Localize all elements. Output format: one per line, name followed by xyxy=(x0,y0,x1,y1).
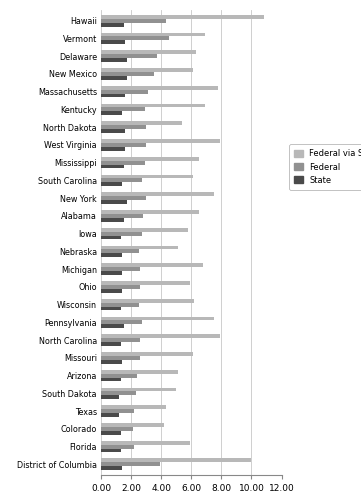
Bar xyxy=(101,267,140,271)
Bar xyxy=(101,405,166,409)
Bar xyxy=(101,352,193,356)
Bar xyxy=(101,147,125,150)
Bar xyxy=(101,164,123,168)
Bar xyxy=(101,374,137,378)
Bar xyxy=(101,254,122,257)
Bar xyxy=(101,108,145,112)
Bar xyxy=(101,334,220,338)
Bar xyxy=(101,306,121,310)
Bar xyxy=(101,413,119,417)
Bar xyxy=(101,431,121,434)
Bar xyxy=(101,125,146,129)
Bar xyxy=(101,36,169,40)
Bar xyxy=(101,360,122,364)
Bar xyxy=(101,356,140,360)
Bar xyxy=(101,18,166,22)
Bar xyxy=(101,458,252,462)
Bar xyxy=(101,281,190,285)
Bar xyxy=(101,342,121,346)
Bar xyxy=(101,174,193,178)
Bar xyxy=(101,196,146,200)
Bar xyxy=(101,122,182,125)
Bar xyxy=(101,178,142,182)
Bar xyxy=(101,250,139,254)
Bar xyxy=(101,320,142,324)
Bar xyxy=(101,139,220,143)
Bar xyxy=(101,299,194,302)
Bar xyxy=(101,316,214,320)
Bar xyxy=(101,160,145,164)
Bar xyxy=(101,324,123,328)
Bar xyxy=(101,210,199,214)
Bar xyxy=(101,289,122,292)
Bar xyxy=(101,466,122,470)
Bar xyxy=(101,392,136,396)
Bar xyxy=(101,285,140,289)
Bar xyxy=(101,232,142,235)
Bar xyxy=(101,218,123,222)
Bar xyxy=(101,462,160,466)
Bar xyxy=(101,129,125,133)
Bar xyxy=(101,94,125,98)
Bar xyxy=(101,54,157,58)
Legend: Federal via State, Federal, State: Federal via State, Federal, State xyxy=(290,144,361,190)
Bar xyxy=(101,302,139,306)
Bar xyxy=(101,15,264,18)
Bar xyxy=(101,423,164,427)
Bar xyxy=(101,157,199,160)
Bar xyxy=(101,388,176,392)
Bar xyxy=(101,370,178,374)
Bar xyxy=(101,200,127,204)
Bar xyxy=(101,409,134,413)
Bar xyxy=(101,22,123,26)
Bar xyxy=(101,40,125,44)
Bar xyxy=(101,228,188,232)
Bar xyxy=(101,32,205,36)
Bar xyxy=(101,90,148,94)
Bar xyxy=(101,50,196,54)
Bar xyxy=(101,68,193,72)
Bar xyxy=(101,214,143,218)
Bar xyxy=(101,396,119,399)
Bar xyxy=(101,264,203,267)
Bar xyxy=(101,444,134,448)
Bar xyxy=(101,236,121,240)
Bar xyxy=(101,143,146,147)
Bar xyxy=(101,104,205,108)
Bar xyxy=(101,72,154,76)
Bar xyxy=(101,338,140,342)
Bar xyxy=(101,182,122,186)
Bar xyxy=(101,192,214,196)
Bar xyxy=(101,76,127,80)
Bar xyxy=(101,112,122,115)
Bar xyxy=(101,246,178,250)
Bar xyxy=(101,440,190,444)
Bar xyxy=(101,58,127,62)
Bar xyxy=(101,271,122,275)
Bar xyxy=(101,427,133,431)
Bar xyxy=(101,378,121,382)
Bar xyxy=(101,86,218,90)
Bar xyxy=(101,448,121,452)
